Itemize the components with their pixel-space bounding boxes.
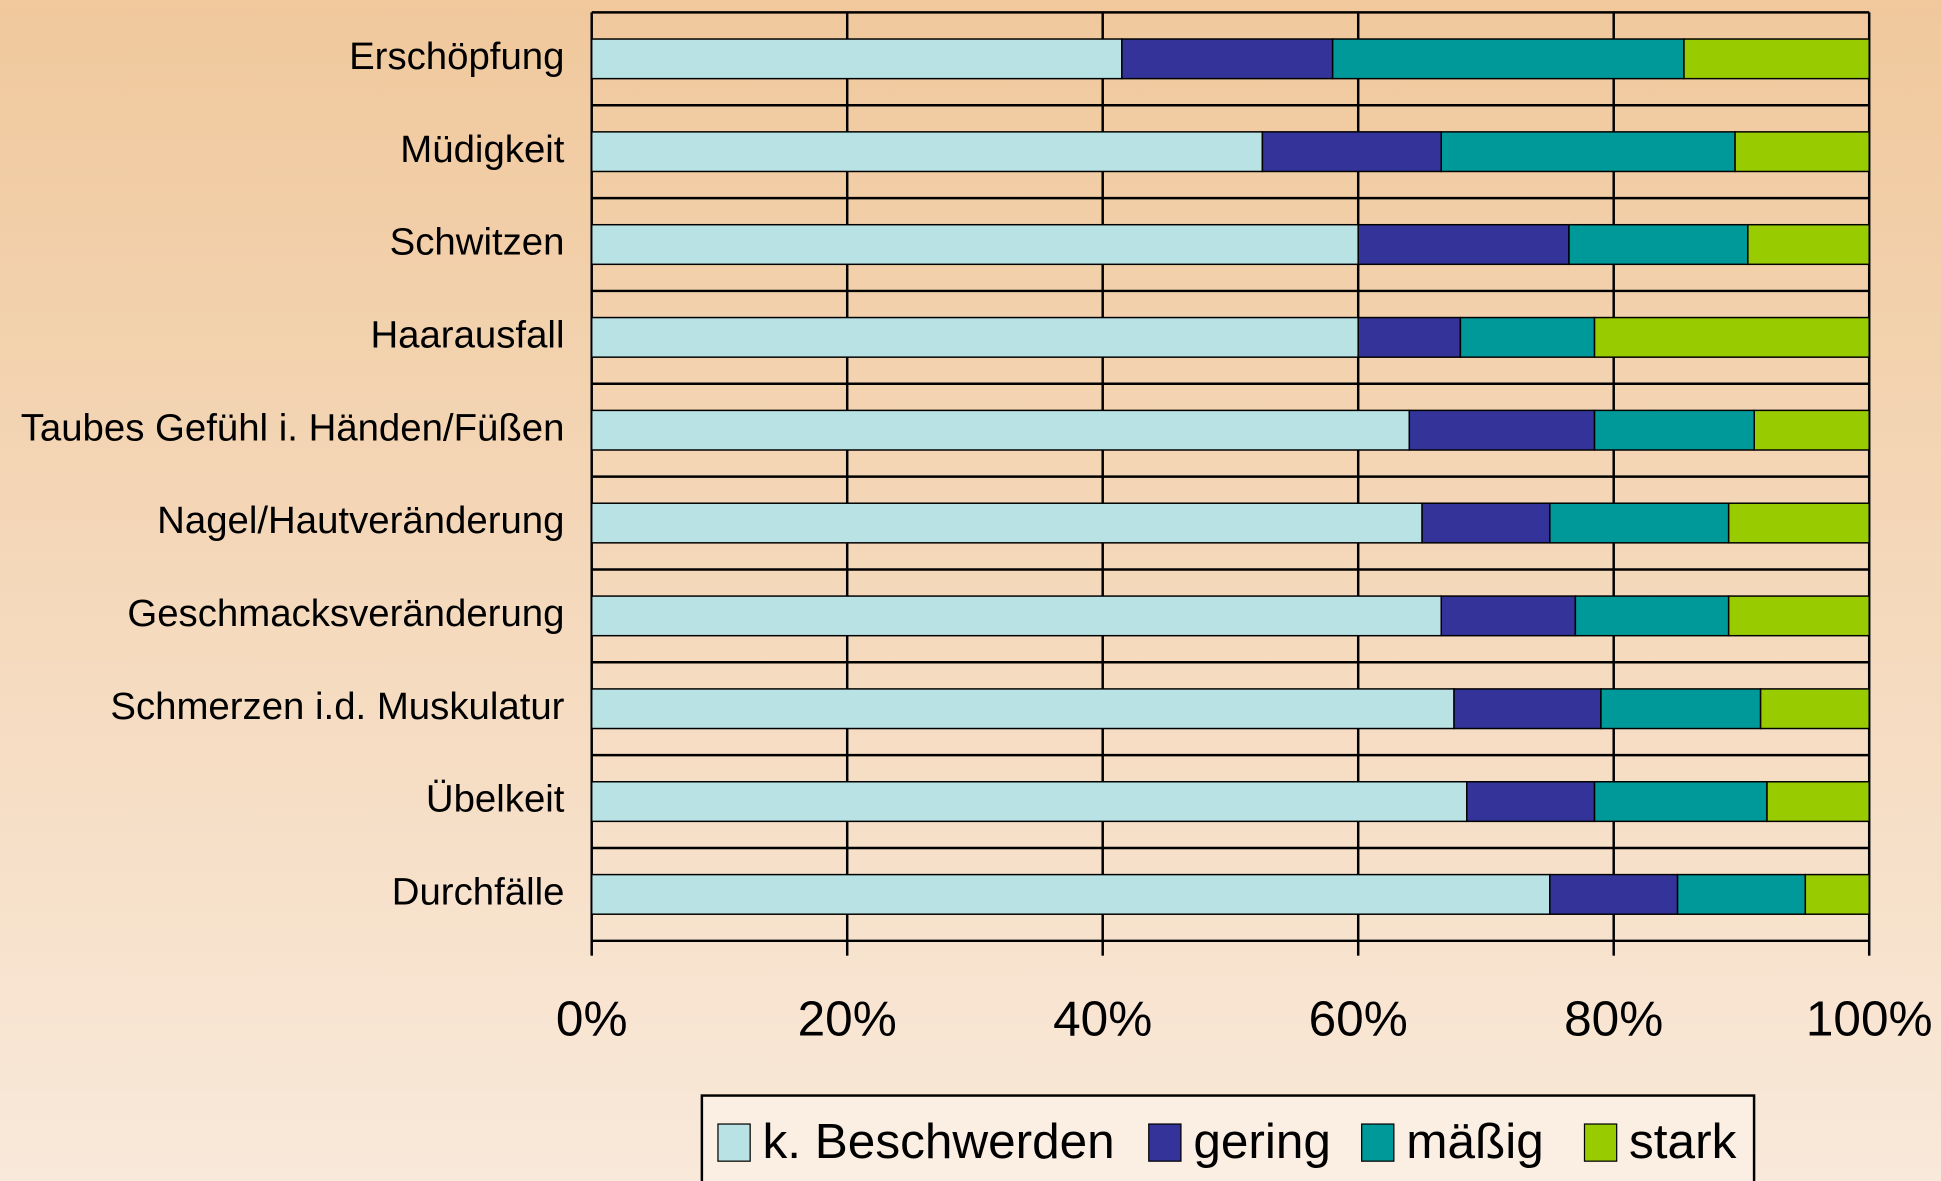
bar-segment (1421, 502, 1551, 544)
bar-segment (1261, 131, 1442, 173)
bar-segment (1440, 131, 1736, 173)
bar-segment (590, 781, 1468, 823)
y-tick-label: Schmerzen i.d. Muskulatur (110, 685, 564, 728)
bar-segment (1727, 595, 1870, 637)
y-tick-label: Müdigkeit (400, 128, 565, 171)
bar-segment (1440, 595, 1577, 637)
bar-segment (1549, 873, 1679, 915)
bar-segment (1568, 223, 1749, 266)
bar-segment (1357, 223, 1570, 266)
bar-segment (1593, 409, 1755, 451)
y-tick-label: Taubes Gefühl i. Händen/Füßen (21, 406, 565, 449)
bar-segment (1593, 781, 1768, 823)
y-tick-label: Nagel/Hautveränderung (157, 499, 564, 542)
bar-segment (1753, 409, 1870, 451)
bar-segment (590, 688, 1455, 730)
y-tick-label: Übelkeit (426, 778, 565, 821)
x-tick-label: 20% (798, 992, 897, 1047)
x-tick-label: 60% (1309, 992, 1408, 1047)
bar-segment (1727, 502, 1870, 544)
bar-segment (1804, 873, 1870, 915)
bar-segment (1408, 409, 1596, 451)
bar-segment (590, 38, 1123, 80)
legend-label: mäßig (1406, 1114, 1544, 1169)
bar-segment (1600, 688, 1762, 730)
y-tick-label: Geschmacksveränderung (127, 592, 564, 635)
bar-segment (1683, 38, 1870, 80)
bar-segment (1357, 316, 1462, 358)
legend-label: gering (1193, 1114, 1331, 1169)
bar-segment (1747, 223, 1870, 266)
bar-segment (1574, 595, 1730, 637)
x-tick-label: 100% (1806, 992, 1933, 1047)
bar-segment (1766, 781, 1870, 823)
legend-box (700, 1094, 1756, 1181)
bar-segment (1331, 38, 1685, 80)
bar-segment (1121, 38, 1334, 80)
y-tick-label: Schwitzen (390, 221, 565, 264)
y-tick-label: Haarausfall (370, 313, 564, 356)
bar-segment (590, 595, 1442, 637)
legend-swatch (717, 1123, 751, 1162)
x-tick-label: 40% (1053, 992, 1152, 1047)
legend-swatch (1583, 1123, 1618, 1162)
y-tick-label: Erschöpfung (349, 35, 564, 78)
x-tick-label: 0% (556, 992, 628, 1047)
legend-label: stark (1629, 1114, 1737, 1169)
bar-segment (1453, 688, 1602, 730)
bar-segment (1676, 873, 1807, 915)
bar-segment (1593, 316, 1870, 358)
bar-segment (1549, 502, 1730, 544)
x-tick-label: 80% (1564, 992, 1663, 1047)
bar-segment (1734, 131, 1870, 173)
bar-segment (1466, 781, 1596, 823)
bar-segment (1459, 316, 1596, 358)
bar-segment (590, 316, 1359, 358)
legend-swatch (1361, 1123, 1395, 1162)
bar-segment (590, 409, 1411, 451)
legend-swatch (1148, 1123, 1182, 1162)
bar-segment (1759, 688, 1870, 730)
legend-label: k. Beschwerden (763, 1114, 1115, 1169)
bar-segment (590, 131, 1264, 173)
bar-segment (590, 502, 1423, 544)
bar-segment (590, 873, 1551, 915)
bar-segment (590, 223, 1359, 266)
y-tick-label: Durchfälle (392, 871, 565, 914)
